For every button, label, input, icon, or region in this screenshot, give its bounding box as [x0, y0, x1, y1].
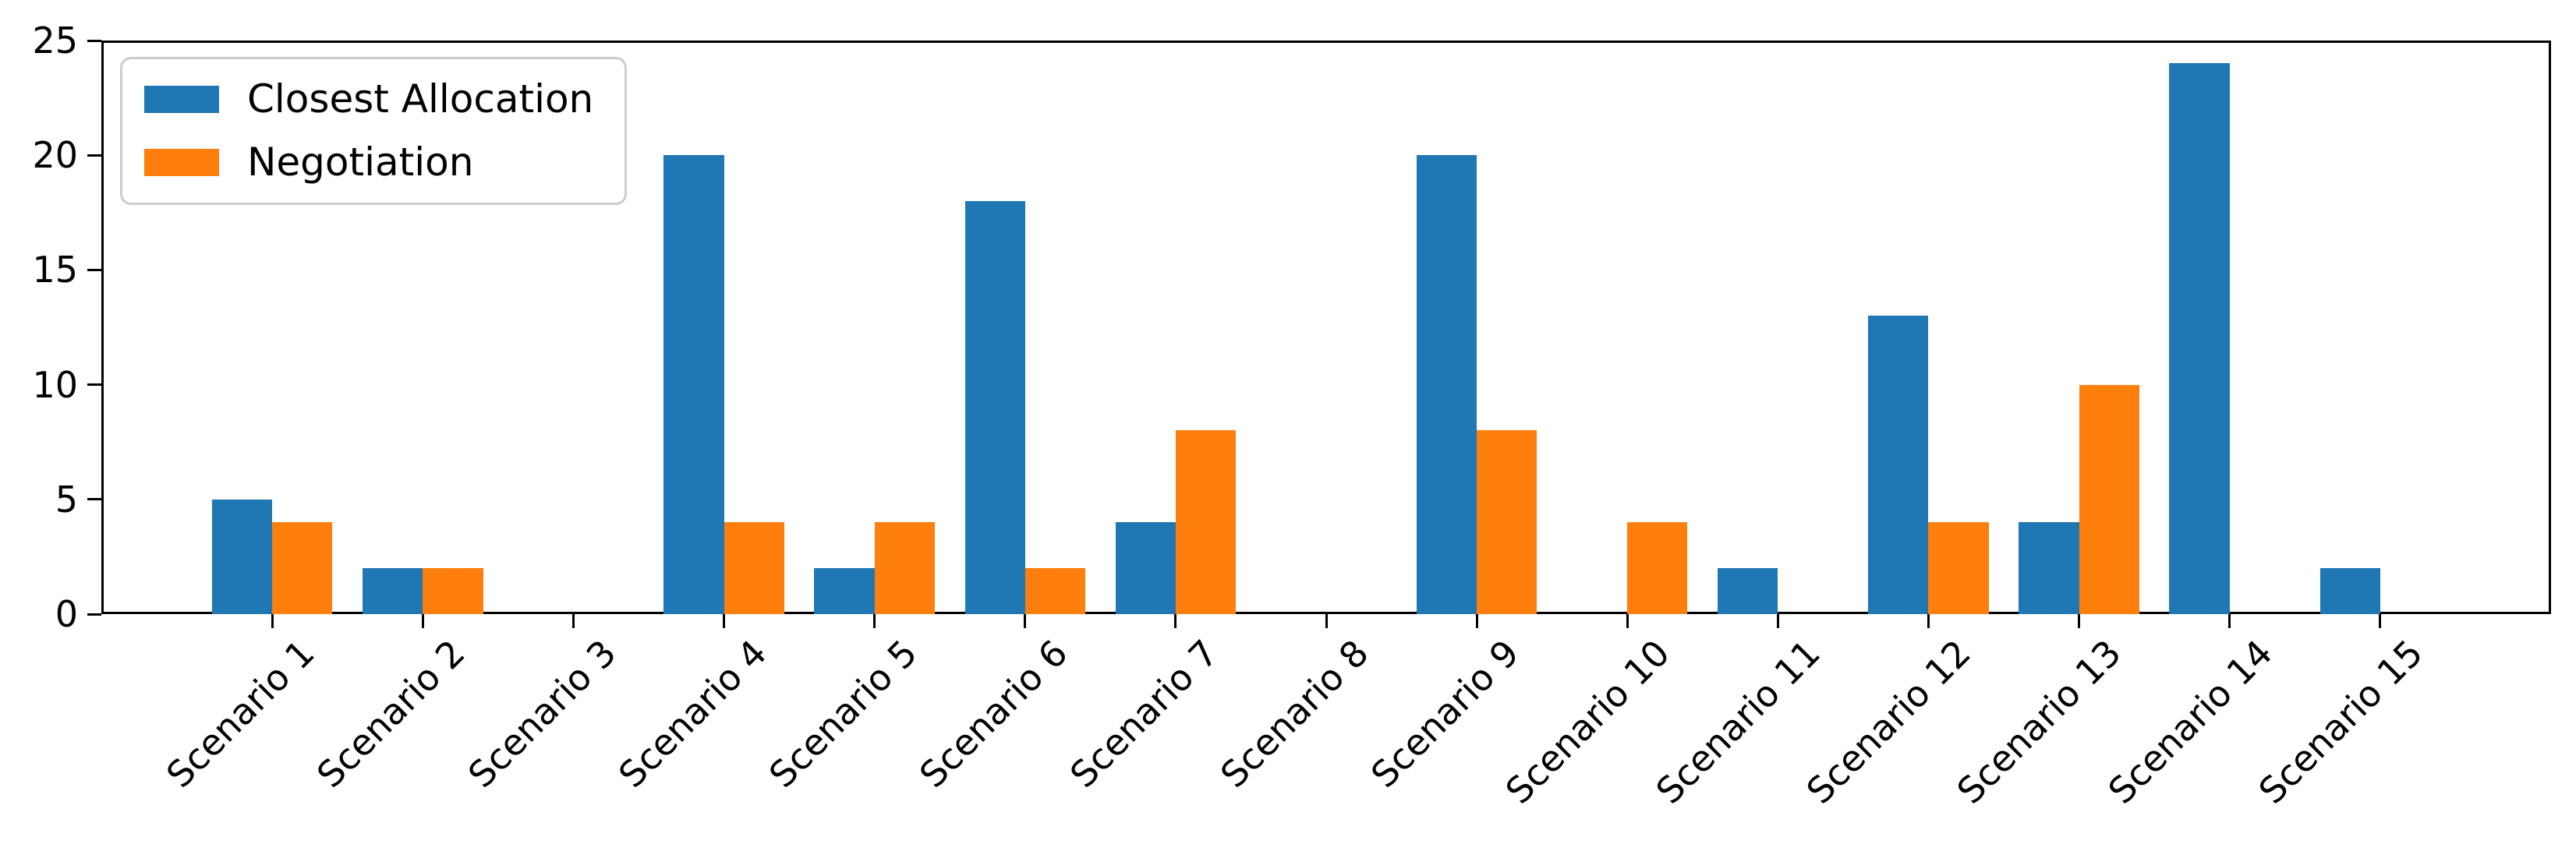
- y-tick-mark: [87, 383, 101, 387]
- y-tick-label: 10: [32, 363, 78, 406]
- x-tick-mark: [2379, 614, 2382, 628]
- x-tick-label: Scenario 7: [1062, 631, 1226, 796]
- bar-negotiation-scenario-1: [272, 522, 333, 614]
- x-tick-mark: [571, 614, 575, 628]
- x-tick-label: Scenario 6: [911, 631, 1076, 796]
- y-tick-label: 5: [55, 478, 78, 521]
- bar-closest-allocation-scenario-7: [1115, 522, 1176, 614]
- bar-closest-allocation-scenario-9: [1416, 155, 1477, 614]
- y-tick-label: 0: [55, 593, 78, 635]
- x-tick-mark: [873, 614, 876, 628]
- y-tick-label: 15: [32, 249, 78, 291]
- x-tick-mark: [1776, 614, 1779, 628]
- x-tick-mark: [271, 614, 274, 628]
- x-tick-mark: [2228, 614, 2231, 628]
- y-tick-mark: [87, 268, 101, 271]
- y-tick-label: 25: [32, 19, 78, 62]
- legend-item-negotiation: Negotiation: [144, 141, 593, 184]
- y-tick-mark: [87, 613, 101, 616]
- bar-negotiation-scenario-2: [423, 568, 483, 614]
- bar-negotiation-scenario-12: [1928, 522, 1989, 614]
- x-tick-label: Scenario 9: [1363, 631, 1527, 796]
- x-tick-mark: [1024, 614, 1027, 628]
- bar-closest-allocation-scenario-4: [663, 155, 724, 614]
- x-tick-mark: [723, 614, 726, 628]
- y-tick-mark: [87, 154, 101, 157]
- x-tick-label: Scenario 2: [309, 631, 474, 796]
- x-tick-mark: [1927, 614, 1930, 628]
- x-tick-mark: [1325, 614, 1328, 628]
- x-tick-label: Scenario 4: [610, 631, 775, 796]
- bar-negotiation-scenario-4: [724, 522, 784, 614]
- legend-label-negotiation: Negotiation: [247, 139, 474, 185]
- x-tick-mark: [1174, 614, 1177, 628]
- y-tick-label: 20: [32, 134, 78, 177]
- bar-closest-allocation-scenario-1: [211, 499, 273, 614]
- x-tick-label: Scenario 8: [1212, 631, 1377, 796]
- bar-closest-allocation-scenario-6: [964, 201, 1025, 614]
- bar-closest-allocation-scenario-11: [1718, 568, 1778, 614]
- x-tick-mark: [1626, 614, 1629, 628]
- legend-swatch-negotiation: [144, 149, 219, 176]
- legend-label-closest-allocation: Closest Allocation: [247, 76, 594, 122]
- bar-closest-allocation-scenario-12: [1868, 316, 1929, 614]
- bar-closest-allocation-scenario-13: [2019, 522, 2079, 614]
- bar-negotiation-scenario-5: [874, 522, 935, 614]
- x-tick-mark: [421, 614, 424, 628]
- legend-swatch-closest-allocation: [144, 86, 219, 113]
- x-tick-mark: [2078, 614, 2081, 628]
- bar-negotiation-scenario-6: [1024, 568, 1085, 614]
- legend-item-closest-allocation: Closest Allocation: [144, 78, 593, 121]
- bar-negotiation-scenario-9: [1477, 430, 1537, 614]
- y-tick-mark: [87, 498, 101, 501]
- bar-negotiation-scenario-13: [2079, 384, 2139, 614]
- bar-closest-allocation-scenario-2: [363, 568, 423, 614]
- bar-closest-allocation-scenario-14: [2169, 63, 2230, 614]
- x-tick-label: Scenario 3: [459, 631, 625, 796]
- bar-closest-allocation-scenario-15: [2319, 568, 2380, 614]
- legend: Closest Allocation Negotiation: [120, 57, 628, 205]
- bar-closest-allocation-scenario-5: [814, 568, 875, 614]
- y-tick-mark: [87, 39, 101, 42]
- bar-negotiation-scenario-7: [1175, 430, 1237, 614]
- x-tick-label: Scenario 1: [158, 631, 323, 796]
- x-tick-label: Scenario 5: [760, 631, 925, 796]
- x-tick-mark: [1475, 614, 1478, 628]
- bar-negotiation-scenario-10: [1627, 522, 1688, 614]
